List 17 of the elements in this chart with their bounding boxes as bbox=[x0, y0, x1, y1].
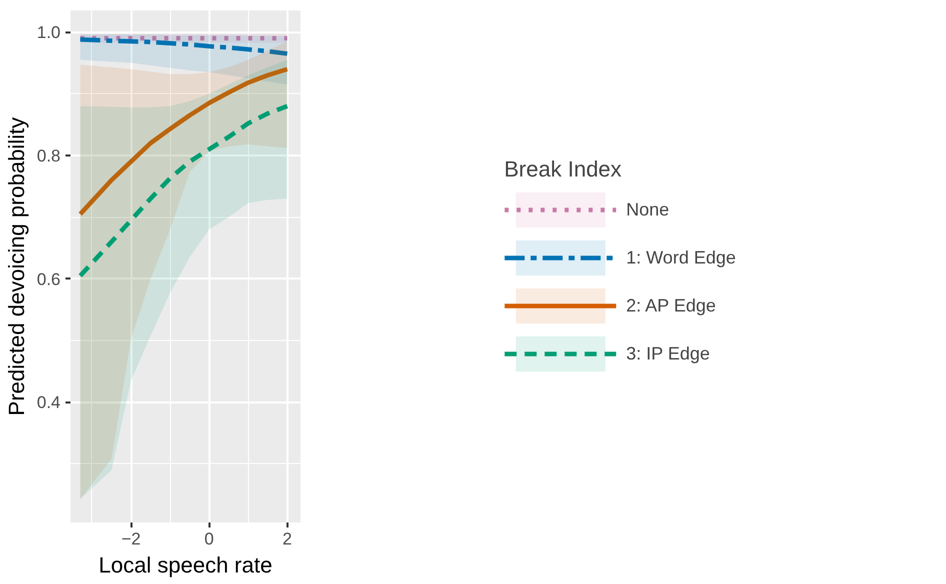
legend-label: 2: AP Edge bbox=[626, 295, 716, 316]
x-tick-label: 0 bbox=[204, 530, 214, 548]
y-tick-label: 0.8 bbox=[36, 146, 61, 166]
legend-label: 3: IP Edge bbox=[626, 343, 710, 364]
y-tick-label: 1.0 bbox=[36, 23, 61, 42]
x-axis-title: Local speech rate bbox=[98, 552, 272, 578]
legend-label: 1: Word Edge bbox=[626, 247, 736, 268]
y-tick-label: 0.6 bbox=[36, 270, 61, 289]
legend-label: None bbox=[626, 199, 670, 220]
legend-title: Break Index bbox=[504, 156, 623, 182]
line-series bbox=[78, 37, 290, 56]
line-series bbox=[78, 104, 290, 278]
x-tick-label: −2 bbox=[121, 530, 141, 548]
line-series bbox=[78, 66, 290, 216]
y-axis-title: Predicted devoicing probability bbox=[4, 117, 29, 416]
x-tick-label: 2 bbox=[282, 530, 292, 548]
y-tick-label: 0.4 bbox=[36, 393, 61, 412]
